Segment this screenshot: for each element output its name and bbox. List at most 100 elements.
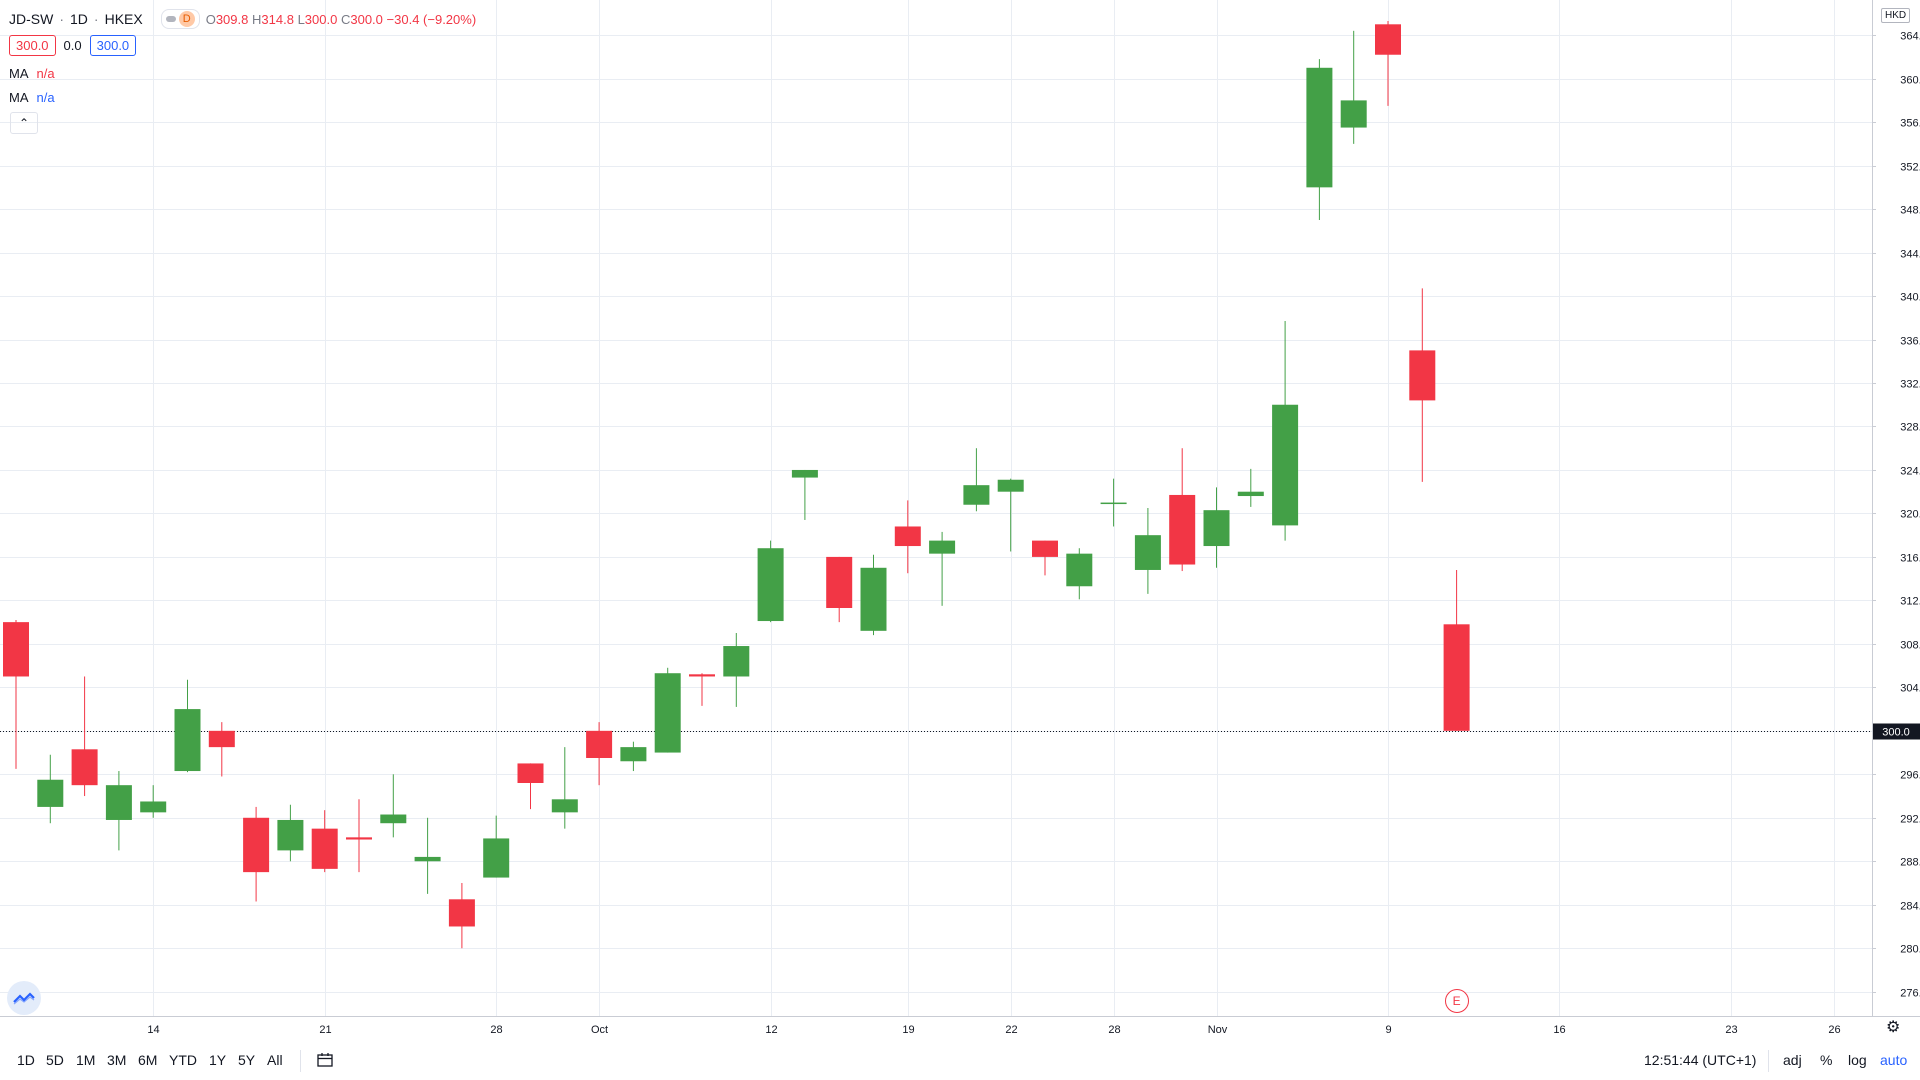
candle: [963, 448, 990, 512]
candle-body: [620, 747, 647, 762]
y-tick-label: 364.0: [1900, 31, 1920, 43]
timeframe-5y[interactable]: 5Y: [238, 1052, 256, 1068]
ask-price[interactable]: 300.0: [89, 35, 137, 56]
candle: [723, 633, 750, 707]
candle: [1169, 448, 1196, 572]
timeframe-5d[interactable]: 5D: [46, 1052, 64, 1068]
candle: [174, 679, 201, 773]
timeframe-1y[interactable]: 1Y: [209, 1052, 227, 1068]
log-toggle[interactable]: log: [1848, 1052, 1867, 1068]
y-tick-label: 324.0: [1900, 466, 1920, 478]
candle-body: [963, 485, 990, 505]
candle-body: [277, 819, 304, 851]
x-tick-label: 14: [147, 1024, 159, 1036]
earnings-marker[interactable]: E: [1444, 989, 1469, 1013]
x-tick-label: 28: [1108, 1024, 1120, 1036]
candle: [1272, 321, 1299, 541]
candle: [448, 883, 475, 949]
y-tick-label: 288.0: [1900, 857, 1920, 869]
y-tick-label: 336.0: [1900, 336, 1920, 348]
candle-body: [414, 856, 441, 862]
candle: [1340, 30, 1367, 144]
y-tick-label: 348.0: [1900, 205, 1920, 217]
candle-body: [1272, 404, 1299, 526]
symbol-name[interactable]: JD-SW: [9, 11, 54, 27]
candle-body: [1237, 491, 1264, 497]
low-value: 300.0: [304, 11, 338, 27]
ma-indicator-1[interactable]: MA n/a: [9, 66, 55, 81]
candle-body: [723, 646, 750, 677]
y-tick-label: 280.0: [1900, 944, 1920, 956]
candle: [551, 747, 578, 829]
candle: [997, 478, 1024, 552]
timeframe-1m[interactable]: 1M: [76, 1052, 96, 1068]
percent-toggle[interactable]: %: [1820, 1052, 1833, 1068]
candle: [620, 741, 647, 772]
candle-body: [1375, 24, 1401, 55]
candle: [3, 619, 29, 769]
x-tick-label: 19: [902, 1024, 914, 1036]
bottom-toolbar: 1D 5D 1M 3M 6M YTD 1Y 5Y All 12:51:44 (U…: [0, 1040, 1920, 1080]
timeframe-all[interactable]: All: [267, 1052, 283, 1068]
candle-body: [140, 801, 167, 813]
candle: [586, 722, 613, 786]
y-tick-label: 304.0: [1900, 683, 1920, 695]
candle: [208, 722, 235, 777]
candle-body: [380, 814, 407, 824]
legend-separator: ·: [59, 11, 64, 27]
candle: [791, 469, 818, 520]
y-tick-label: 308.0: [1900, 640, 1920, 652]
timeframe-3m[interactable]: 3M: [107, 1052, 127, 1068]
timeframe-1d[interactable]: 1D: [17, 1052, 35, 1068]
ohlc-values: O309.8 H314.8 L300.0 C300.0 −30.4 (−9.20…: [205, 11, 477, 27]
y-tick-label: 328.0: [1900, 422, 1920, 434]
tradingview-logo[interactable]: [7, 981, 41, 1015]
timeframe-ytd[interactable]: YTD: [169, 1052, 197, 1068]
auto-scale-toggle[interactable]: auto: [1880, 1052, 1908, 1068]
candle: [483, 815, 510, 878]
y-tick-label: 276.0: [1900, 988, 1920, 1000]
price-axis: 276.0 280.0 284.0 288.0 292.0 296.0 300.0 304.0…: [1872, 0, 1920, 1016]
x-tick-label: 22: [1005, 1024, 1017, 1036]
clock-timezone[interactable]: 12:51:44 (UTC+1): [1644, 1052, 1757, 1068]
y-tick-label: 312.0: [1900, 596, 1920, 608]
candle: [346, 799, 372, 873]
candle-body: [1306, 67, 1333, 188]
y-tick-label: 360.0: [1900, 75, 1920, 87]
last-price-label: 300.0: [1882, 727, 1910, 739]
candle: [380, 774, 407, 838]
y-tick-label: 284.0: [1900, 901, 1920, 913]
candle: [140, 785, 167, 818]
data-status-badge[interactable]: D: [160, 9, 200, 29]
x-tick-label: 9: [1385, 1024, 1391, 1036]
goto-date-icon[interactable]: [317, 1052, 335, 1068]
price-chart[interactable]: 276.0 280.0 284.0 288.0 292.0 296.0 300.0 304.0…: [0, 0, 1920, 1040]
logo-icon: [13, 992, 35, 1005]
candle-body: [586, 730, 613, 758]
candle-body: [174, 709, 201, 772]
candle: [311, 810, 338, 873]
adj-toggle[interactable]: adj: [1783, 1052, 1802, 1068]
y-tick-label: 292.0: [1900, 814, 1920, 826]
timeframe-6m[interactable]: 6M: [138, 1052, 158, 1068]
last-price-label-bg: [1873, 723, 1920, 740]
y-tick-label: 344.0: [1900, 249, 1920, 261]
ma-indicator-2[interactable]: MA n/a: [9, 90, 55, 105]
candle: [757, 540, 784, 623]
interval-label[interactable]: 1D: [70, 11, 88, 27]
candle-body: [1032, 540, 1058, 557]
chart-grid: [0, 0, 1872, 1016]
bid-price[interactable]: 300.0: [9, 35, 56, 56]
candle-body: [448, 899, 475, 927]
collapse-legend-button[interactable]: ⌃: [10, 112, 38, 134]
currency-label[interactable]: HKD: [1881, 8, 1911, 23]
y-tick-label: 352.0: [1900, 162, 1920, 174]
y-tick-label: 316.0: [1900, 553, 1920, 565]
settings-gear-icon[interactable]: ⚙: [1886, 1019, 1901, 1036]
candle: [1443, 569, 1470, 731]
candle-body: [997, 479, 1024, 492]
x-tick-label: 23: [1725, 1024, 1737, 1036]
candle-body: [208, 730, 235, 748]
y-tick-label: 296.0: [1900, 770, 1920, 782]
status-pill-icon: [165, 16, 176, 22]
